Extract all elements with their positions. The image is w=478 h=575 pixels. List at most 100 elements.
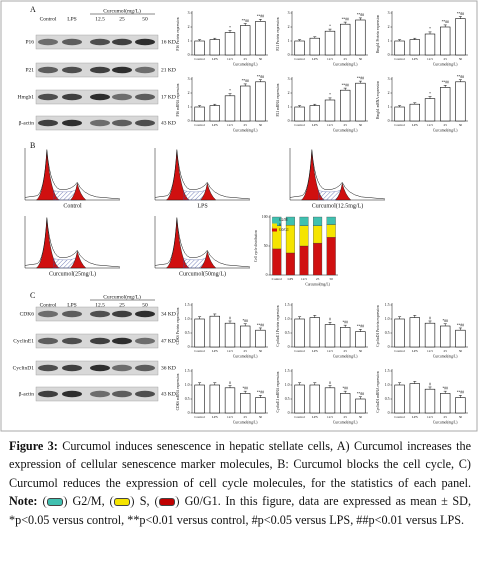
significance: **## [357, 392, 364, 396]
histogram-label: Control [63, 203, 82, 209]
bar [455, 397, 466, 414]
x-tick-label: 12.5 [227, 349, 233, 353]
bar [455, 329, 466, 348]
blot-band [38, 364, 58, 372]
row-label: CyclinD1 [13, 365, 35, 371]
x-tick-label: 25 [244, 57, 248, 61]
bar [340, 393, 351, 414]
bar [424, 388, 436, 414]
row-label: P16 [25, 39, 34, 45]
x-tick-label: LPS [312, 415, 318, 419]
y-tick-label: 2 [388, 91, 390, 95]
caption-legend: G2/M, S, G0/G1. [42, 494, 226, 509]
significance: # [429, 316, 431, 320]
lane-label: Control [40, 302, 57, 308]
row-label: β-actin [19, 391, 35, 397]
x-tick-label: 12.5 [327, 415, 333, 419]
legend-label: G0/G1. [180, 494, 226, 509]
blot-band [135, 66, 155, 74]
significance: # [329, 381, 331, 385]
x-tick-label: 12.5 [427, 123, 433, 127]
blot-band [112, 66, 132, 74]
y-tick-label: 1.0 [285, 317, 290, 321]
legend-swatch [272, 223, 277, 227]
bar [309, 317, 320, 348]
legend-swatch [114, 498, 131, 507]
x-tick-label: Control [294, 123, 304, 127]
y-tick-label: 1 [388, 39, 390, 43]
g2-peak [70, 183, 87, 201]
y-tick-label: 3 [388, 77, 390, 81]
bar [424, 33, 436, 56]
panel-label: C [30, 291, 35, 300]
y-tick-label: 0.5 [385, 397, 390, 401]
x-tick-label: 50 [359, 57, 363, 61]
blot-band [62, 38, 82, 46]
bar [340, 23, 351, 56]
lane-label: 25 [119, 16, 125, 22]
x-tick-label: LPS [412, 349, 418, 353]
panel-label: A [30, 5, 36, 14]
x-axis-label: Curcumol(mg/L) [433, 354, 458, 358]
bar [309, 105, 320, 122]
x-tick-label: 12.5 [427, 349, 433, 353]
blot-band [112, 390, 132, 398]
lane-label: 12.5 [95, 16, 105, 22]
x-tick-label: 25 [316, 277, 320, 281]
bar-segment [313, 216, 323, 226]
bar [440, 87, 451, 122]
bar [409, 103, 420, 122]
x-tick-label: 12.5 [227, 57, 233, 61]
y-tick-label: 2 [388, 25, 390, 29]
y-tick-label: 0 [188, 345, 190, 349]
significance: *## [343, 320, 349, 324]
lane-label: LPS [67, 16, 76, 22]
bar [424, 98, 436, 122]
blot-band [62, 119, 82, 127]
significance: *## [243, 386, 249, 390]
x-tick-label: 25 [444, 415, 448, 419]
x-tick-label: Control [394, 349, 404, 353]
bar [394, 384, 405, 414]
blot-band [62, 93, 82, 101]
caption-label: Figure 3: [9, 439, 58, 453]
x-tick-label: 25 [344, 123, 348, 127]
y-tick-label: 0 [288, 53, 290, 57]
x-tick-label: Control [272, 277, 282, 281]
bar-segment [313, 242, 323, 276]
x-tick-label: 12.5 [227, 415, 233, 419]
significance: * [329, 24, 331, 28]
y-tick-label: 1.0 [185, 317, 190, 321]
bar [424, 322, 436, 348]
significance: **## [242, 19, 249, 23]
x-tick-label: 50 [359, 415, 363, 419]
blot-band [90, 66, 110, 74]
lane-label: 25 [119, 302, 125, 308]
y-tick-label: 3 [288, 11, 290, 15]
bar-segment [285, 252, 295, 276]
significance: * [329, 93, 331, 97]
bar [455, 81, 466, 122]
bar-segment [299, 225, 309, 247]
bar [194, 384, 205, 414]
kd-label: 47 KD [161, 338, 176, 344]
significance: **## [257, 391, 264, 395]
x-tick-label: LPS [412, 123, 418, 127]
blot-band [38, 337, 58, 345]
note-label: Note: [9, 494, 38, 509]
bar-segment [326, 216, 336, 225]
x-axis-label: Curcumol(mg/L) [233, 354, 258, 358]
y-axis-label: CyclinE1 Protein expression [276, 305, 280, 346]
bar [255, 397, 266, 414]
histogram-outline [289, 149, 386, 200]
y-tick-label: 0 [188, 119, 190, 123]
blot-band [62, 337, 82, 345]
x-tick-label: 50 [330, 277, 334, 281]
x-tick-label: LPS [212, 349, 218, 353]
x-axis-label: Curcumol(mg/L) [433, 128, 458, 132]
blot-band [135, 390, 155, 398]
significance: *## [443, 386, 449, 390]
x-axis-label: Curcumol(mg/L) [333, 128, 358, 132]
g2-peak [200, 183, 217, 201]
